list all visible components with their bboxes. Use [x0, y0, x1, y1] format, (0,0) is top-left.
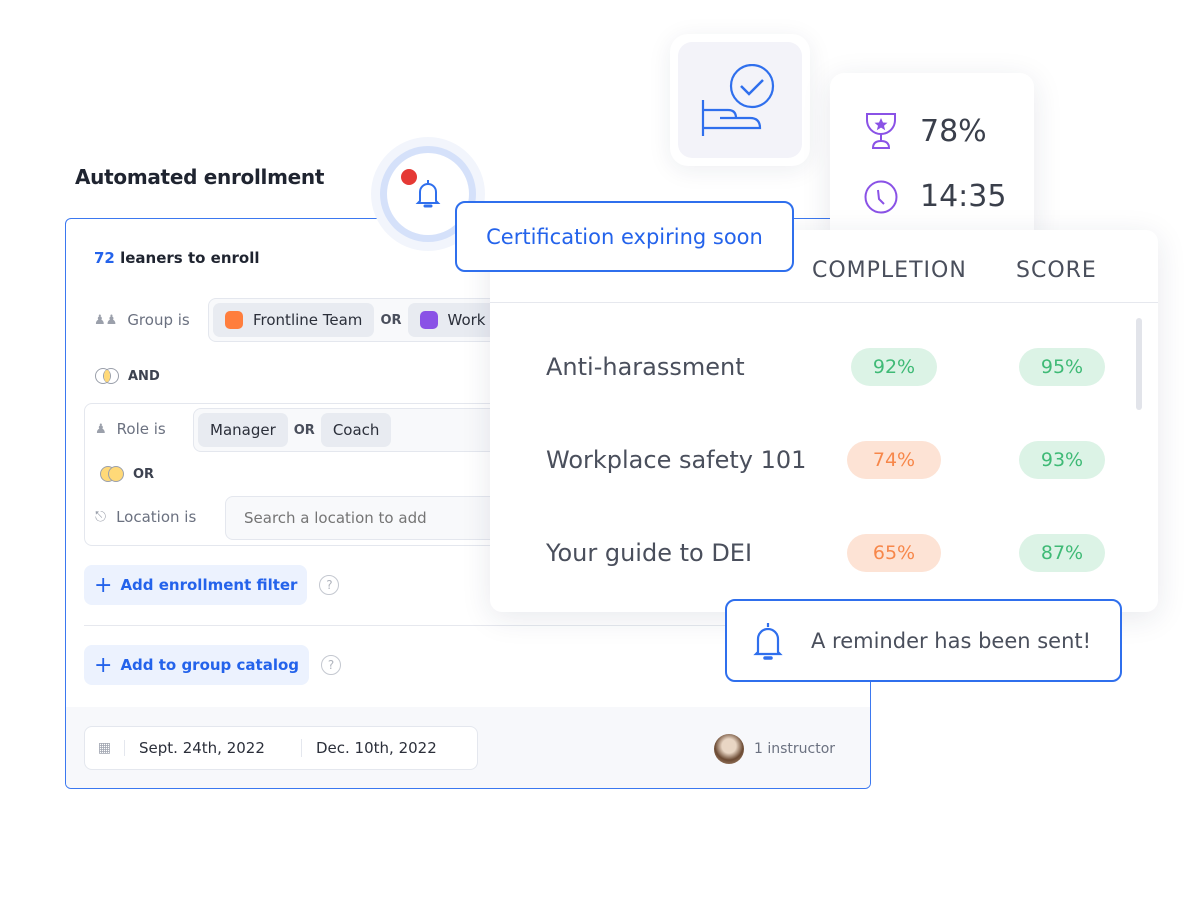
scrollbar[interactable] — [1136, 318, 1142, 410]
date-range-picker[interactable]: ▦ Sept. 24th, 2022 Dec. 10th, 2022 — [84, 726, 478, 770]
hand-check-icon — [701, 64, 775, 136]
location-filter-label: ⎋ Location is — [95, 508, 197, 526]
start-date[interactable]: Sept. 24th, 2022 — [125, 739, 302, 757]
table-row[interactable]: Your guide to DEI 65% 87% — [546, 534, 1106, 572]
column-header-completion[interactable]: COMPLETION — [812, 258, 967, 283]
column-header-score[interactable]: SCORE — [1016, 258, 1097, 283]
calendar-icon: ▦ — [85, 740, 125, 756]
or-operator[interactable]: OR — [99, 465, 154, 483]
stats-card: 78% 14:35 — [830, 73, 1034, 243]
score-badge: 93% — [1019, 441, 1105, 479]
completion-badge: 65% — [847, 534, 941, 572]
enrollment-footer: ▦ Sept. 24th, 2022 Dec. 10th, 2022 1 ins… — [66, 707, 870, 788]
divider — [84, 625, 854, 626]
instructor-avatar — [714, 734, 744, 764]
instructor-info[interactable]: 1 instructor — [714, 734, 835, 764]
time-value: 14:35 — [920, 179, 1007, 214]
group-color-swatch — [225, 311, 243, 329]
plus-icon: + — [94, 652, 113, 678]
table-row[interactable]: Workplace safety 101 74% 93% — [546, 441, 1106, 479]
venn-or-icon — [100, 466, 124, 482]
tag-icon: ⎋ — [95, 509, 107, 525]
help-icon[interactable]: ? — [319, 575, 340, 595]
page-title: Automated enrollment — [75, 165, 325, 189]
score-stat: 78% — [864, 113, 987, 149]
course-table: COMPLETION SCORE Anti-harassment 92% 95%… — [490, 230, 1158, 612]
notification-dot — [401, 169, 417, 185]
add-filter-row: + Add enrollment filter ? — [84, 565, 340, 605]
approval-card — [670, 34, 810, 166]
header-divider — [490, 302, 1158, 303]
score-badge: 95% — [1019, 348, 1105, 386]
group-filter-label: ♟♟ Group is — [94, 311, 190, 329]
bell-icon — [415, 180, 441, 208]
plus-icon: + — [94, 572, 113, 598]
role-chip[interactable]: Manager — [198, 413, 288, 447]
group-color-swatch — [419, 311, 438, 329]
user-role-icon: ♟ — [95, 421, 107, 437]
role-filter-label: ♟ Role is — [95, 420, 166, 438]
clock-icon — [864, 180, 898, 213]
add-to-group-catalog-button[interactable]: + Add to group catalog — [84, 645, 310, 685]
completion-badge: 74% — [847, 441, 941, 479]
add-catalog-row: + Add to group catalog ? — [84, 645, 342, 685]
bell-icon — [753, 622, 783, 660]
venn-and-icon — [95, 368, 119, 384]
users-icon: ♟♟ — [94, 312, 118, 328]
notification-bell-button[interactable] — [380, 146, 476, 242]
time-stat: 14:35 — [864, 179, 1006, 214]
group-chip[interactable]: Frontline Team — [213, 303, 375, 337]
help-icon[interactable]: ? — [321, 655, 342, 675]
role-chip[interactable]: Coach — [320, 413, 392, 447]
learner-count: 72 leaners to enroll — [94, 249, 260, 267]
table-row[interactable]: Anti-harassment 92% 95% — [546, 348, 1106, 386]
reminder-toast[interactable]: A reminder has been sent! — [725, 599, 1122, 682]
certification-toast[interactable]: Certification expiring soon — [455, 201, 794, 272]
score-value: 78% — [920, 113, 987, 149]
and-operator[interactable]: AND — [94, 367, 160, 385]
trophy-icon — [866, 113, 896, 149]
completion-badge: 92% — [851, 348, 937, 386]
add-enrollment-filter-button[interactable]: + Add enrollment filter — [84, 565, 308, 605]
group-chip[interactable]: Work — [407, 303, 498, 337]
end-date[interactable]: Dec. 10th, 2022 — [316, 739, 437, 757]
score-badge: 87% — [1019, 534, 1105, 572]
